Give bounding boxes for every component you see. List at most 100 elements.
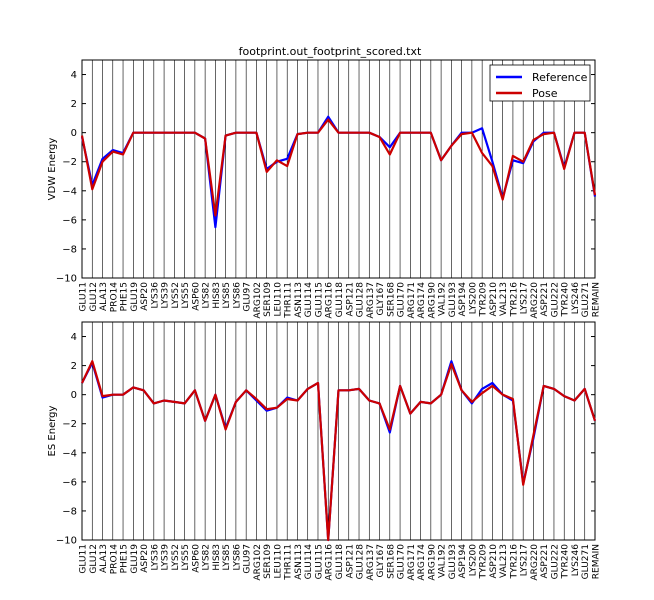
x-tick-label: GLU11 bbox=[79, 544, 89, 574]
x-tick-label: ASP210 bbox=[489, 282, 499, 317]
y-tick-label: −4 bbox=[62, 448, 77, 459]
x-tick-label: TYR240 bbox=[561, 282, 571, 318]
x-tick-label: THR111 bbox=[284, 544, 294, 581]
x-tick-label: ARG171 bbox=[407, 282, 417, 319]
x-tick-label: VAL213 bbox=[499, 544, 509, 578]
x-tick-label: SER109 bbox=[263, 544, 273, 579]
x-tick-label: ARG190 bbox=[427, 544, 437, 581]
x-tick-label: HIS83 bbox=[212, 282, 222, 309]
x-tick-label: ARG190 bbox=[427, 282, 437, 319]
x-tick-label: HIS83 bbox=[212, 544, 222, 571]
x-tick-label: LYS39 bbox=[161, 544, 171, 571]
x-tick-label: LYS55 bbox=[181, 544, 191, 570]
x-tick-label: LYS85 bbox=[222, 544, 232, 570]
plot-frame bbox=[81, 59, 596, 279]
x-tick-label: ARG174 bbox=[417, 544, 427, 581]
x-tick-label: LYS82 bbox=[202, 282, 212, 308]
y-tick-label: −6 bbox=[62, 215, 77, 226]
x-tick-label: ASP221 bbox=[540, 282, 550, 316]
x-tick-label: ASN113 bbox=[294, 544, 304, 580]
x-tick-label: ARG137 bbox=[366, 282, 376, 319]
x-tick-label: ASN113 bbox=[294, 282, 304, 318]
x-tick-label: SER109 bbox=[263, 282, 273, 317]
x-tick-label: GLY167 bbox=[376, 544, 386, 577]
x-tick-label: ALA13 bbox=[99, 544, 109, 573]
x-tick-label: ASP60 bbox=[191, 282, 201, 311]
x-tick-label: TYR240 bbox=[561, 544, 571, 580]
x-tick-label: ASP221 bbox=[540, 544, 550, 578]
x-tick-label: GLU170 bbox=[397, 544, 407, 580]
y-tick-label: 4 bbox=[71, 70, 77, 81]
x-tick-label: ARG220 bbox=[530, 544, 540, 581]
x-tick-label: SER168 bbox=[386, 544, 396, 579]
x-tick-label: LYS217 bbox=[520, 544, 530, 576]
x-tick-label: THR111 bbox=[284, 282, 294, 319]
series-line-pose bbox=[80, 118, 597, 217]
x-tick-label: REMAIN bbox=[592, 282, 602, 317]
x-tick-label: ARG220 bbox=[530, 282, 540, 319]
x-tick-label: GLU19 bbox=[130, 282, 140, 312]
x-tick-label: GLU12 bbox=[89, 544, 99, 574]
x-tick-label: REMAIN bbox=[592, 544, 602, 579]
x-tick-label: ASP194 bbox=[458, 544, 468, 579]
x-tick-label: GLU11 bbox=[79, 282, 89, 312]
y-tick-label: −10 bbox=[56, 274, 77, 285]
x-tick-label: LYS86 bbox=[232, 282, 242, 309]
x-tick-label: LYS246 bbox=[571, 544, 581, 576]
y-tick-label: −10 bbox=[56, 536, 77, 547]
plot-frame bbox=[81, 321, 596, 541]
x-tick-label: VAL192 bbox=[438, 544, 448, 578]
x-tick-label: LYS36 bbox=[150, 544, 160, 571]
x-tick-label: GLU114 bbox=[304, 282, 314, 318]
x-tick-label: ARG137 bbox=[366, 544, 376, 581]
x-tick-label: VAL213 bbox=[499, 282, 509, 316]
x-tick-label: GLU193 bbox=[448, 282, 458, 317]
x-tick-label: GLU19 bbox=[130, 544, 140, 574]
series-line-pose bbox=[81, 360, 597, 542]
x-tick-label: ASP121 bbox=[345, 544, 355, 578]
x-tick-label: LYS55 bbox=[181, 282, 191, 308]
x-tick-label: LEU110 bbox=[273, 544, 283, 579]
x-tick-label: ARG116 bbox=[325, 282, 335, 319]
x-tick-label: SER168 bbox=[386, 282, 396, 317]
x-tick-label: GLU222 bbox=[550, 282, 560, 317]
y-tick-label: −2 bbox=[62, 157, 77, 168]
y-tick-label: 2 bbox=[71, 99, 77, 110]
x-tick-label: LYS246 bbox=[571, 282, 581, 314]
x-tick-label: ASP194 bbox=[458, 282, 468, 317]
x-tick-label: GLU115 bbox=[314, 282, 324, 317]
x-tick-label: PRO14 bbox=[109, 282, 119, 312]
x-tick-label: ARG174 bbox=[417, 282, 427, 319]
y-tick-label: 4 bbox=[71, 332, 77, 343]
x-tick-label: ASP20 bbox=[140, 544, 150, 573]
x-tick-label: LYS52 bbox=[171, 544, 181, 570]
legend-label: Reference bbox=[532, 71, 588, 84]
x-tick-label: TYR209 bbox=[479, 282, 489, 318]
x-tick-label: GLU114 bbox=[304, 544, 314, 580]
x-tick-label: GLU118 bbox=[335, 544, 345, 580]
x-tick-label: LYS85 bbox=[222, 282, 232, 308]
x-tick-label: ASP60 bbox=[191, 544, 201, 573]
x-tick-label: PHE15 bbox=[120, 544, 130, 573]
y-tick-label: 2 bbox=[71, 361, 77, 372]
x-tick-label: GLU271 bbox=[581, 282, 591, 317]
x-tick-label: GLY167 bbox=[376, 282, 386, 315]
y-tick-label: 0 bbox=[71, 128, 77, 139]
legend: Reference Pose bbox=[489, 64, 591, 102]
x-tick-label: GLU128 bbox=[356, 282, 366, 318]
y-axis-label: ES Energy bbox=[47, 405, 58, 456]
x-tick-label: TYR216 bbox=[509, 544, 519, 580]
x-tick-label: ARG102 bbox=[253, 282, 263, 319]
x-tick-label: LYS39 bbox=[161, 282, 171, 309]
x-tick-label: PHE15 bbox=[120, 282, 130, 311]
x-tick-label: TYR209 bbox=[479, 544, 489, 580]
x-tick-label: GLU170 bbox=[397, 282, 407, 318]
x-tick-label: LYS82 bbox=[202, 544, 212, 570]
x-tick-label: ASP20 bbox=[140, 282, 150, 311]
y-tick-label: −6 bbox=[62, 477, 77, 488]
x-tick-label: VAL192 bbox=[438, 282, 448, 316]
x-tick-label: LYS86 bbox=[232, 544, 242, 571]
